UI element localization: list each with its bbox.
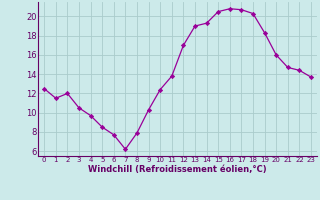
X-axis label: Windchill (Refroidissement éolien,°C): Windchill (Refroidissement éolien,°C)	[88, 165, 267, 174]
